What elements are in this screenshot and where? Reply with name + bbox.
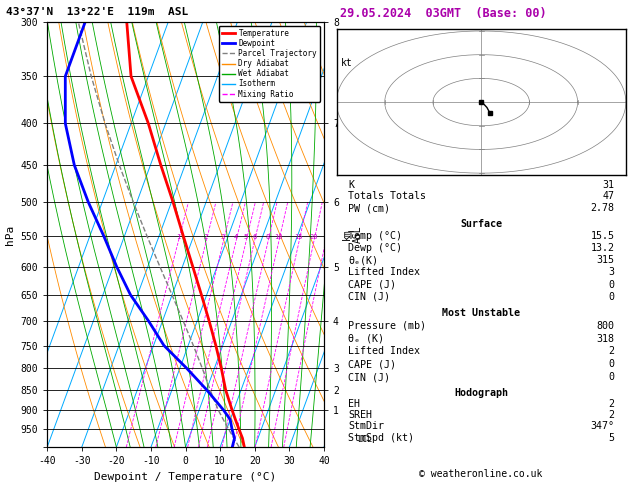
Text: 2.78: 2.78 xyxy=(590,203,615,213)
Text: 3: 3 xyxy=(608,267,615,278)
Text: 13.2: 13.2 xyxy=(590,243,615,253)
Text: 20: 20 xyxy=(309,234,318,240)
Text: 0: 0 xyxy=(608,359,615,369)
Text: 1: 1 xyxy=(176,234,181,240)
Text: Lifted Index: Lifted Index xyxy=(348,347,420,356)
Legend: Temperature, Dewpoint, Parcel Trajectory, Dry Adiabat, Wet Adiabat, Isotherm, Mi: Temperature, Dewpoint, Parcel Trajectory… xyxy=(218,26,320,102)
Text: 315: 315 xyxy=(596,255,615,265)
Text: 5: 5 xyxy=(608,433,615,443)
Text: θₑ(K): θₑ(K) xyxy=(348,255,378,265)
Text: kt: kt xyxy=(342,58,353,69)
Text: 6: 6 xyxy=(252,234,257,240)
Text: Hodograph: Hodograph xyxy=(454,388,508,398)
Text: 0: 0 xyxy=(608,292,615,302)
Text: CIN (J): CIN (J) xyxy=(348,292,390,302)
Text: PW (cm): PW (cm) xyxy=(348,203,390,213)
Text: 47: 47 xyxy=(603,191,615,201)
Text: 2: 2 xyxy=(204,234,208,240)
Text: θₑ (K): θₑ (K) xyxy=(348,334,384,344)
Text: Most Unstable: Most Unstable xyxy=(442,308,520,318)
Text: 2: 2 xyxy=(608,347,615,356)
Y-axis label: km
ASL: km ASL xyxy=(342,226,363,243)
Text: Totals Totals: Totals Totals xyxy=(348,191,426,201)
Text: 2: 2 xyxy=(608,410,615,420)
Text: Temp (°C): Temp (°C) xyxy=(348,231,402,241)
Y-axis label: hPa: hPa xyxy=(5,225,15,244)
Text: K: K xyxy=(348,180,354,190)
Text: 8: 8 xyxy=(265,234,270,240)
Text: Pressure (mb): Pressure (mb) xyxy=(348,321,426,331)
Text: 5: 5 xyxy=(243,234,248,240)
Text: 15: 15 xyxy=(294,234,303,240)
Text: 3: 3 xyxy=(221,234,225,240)
Text: 4: 4 xyxy=(233,234,238,240)
Text: 15.5: 15.5 xyxy=(590,231,615,241)
Text: 29.05.2024  03GMT  (Base: 00): 29.05.2024 03GMT (Base: 00) xyxy=(340,7,546,20)
Text: StmSpd (kt): StmSpd (kt) xyxy=(348,433,414,443)
Text: 800: 800 xyxy=(596,321,615,331)
Text: 43°37'N  13°22'E  119m  ASL: 43°37'N 13°22'E 119m ASL xyxy=(6,7,189,17)
Text: Surface: Surface xyxy=(460,219,502,229)
Text: 347°: 347° xyxy=(590,421,615,432)
Text: 31: 31 xyxy=(603,180,615,190)
Text: © weatheronline.co.uk: © weatheronline.co.uk xyxy=(420,469,543,479)
Text: 10: 10 xyxy=(274,234,283,240)
Text: StmDir: StmDir xyxy=(348,421,384,432)
Text: LCL: LCL xyxy=(357,435,372,445)
Text: 2: 2 xyxy=(608,399,615,409)
Text: Dewp (°C): Dewp (°C) xyxy=(348,243,402,253)
Text: SREH: SREH xyxy=(348,410,372,420)
Text: CAPE (J): CAPE (J) xyxy=(348,359,396,369)
Text: CAPE (J): CAPE (J) xyxy=(348,279,396,290)
Text: CIN (J): CIN (J) xyxy=(348,372,390,382)
Text: 0: 0 xyxy=(608,279,615,290)
Text: 318: 318 xyxy=(596,334,615,344)
Text: 0: 0 xyxy=(608,372,615,382)
Text: Lifted Index: Lifted Index xyxy=(348,267,420,278)
X-axis label: Dewpoint / Temperature (°C): Dewpoint / Temperature (°C) xyxy=(94,472,277,482)
Text: EH: EH xyxy=(348,399,360,409)
